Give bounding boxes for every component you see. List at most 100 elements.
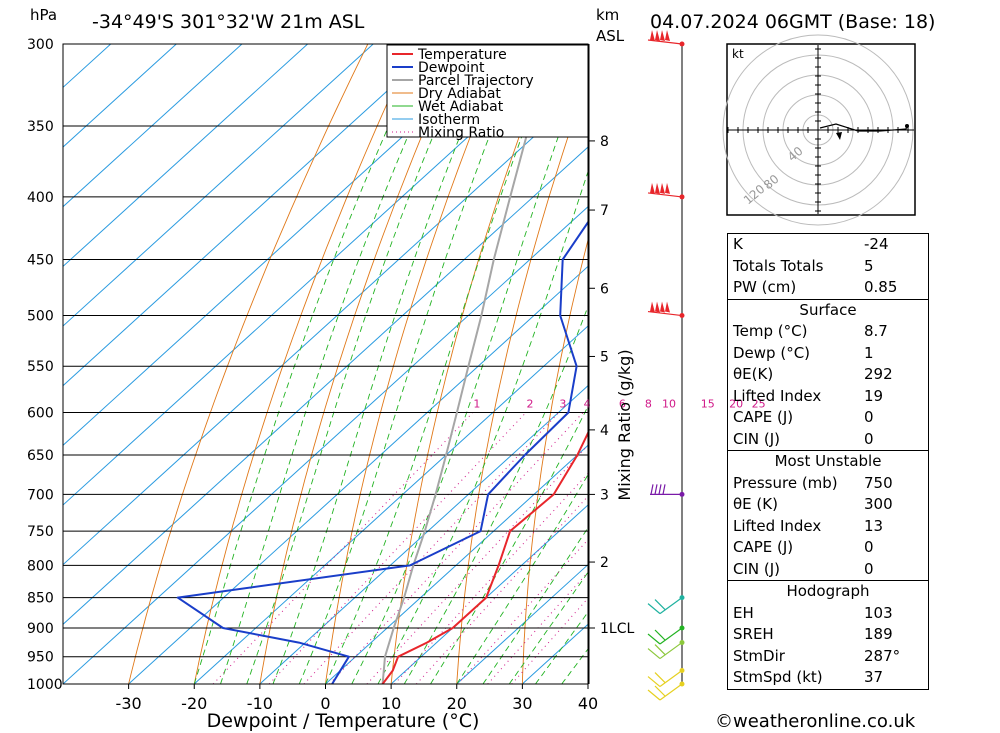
x-tick-label: -10: [247, 694, 273, 713]
pressure-tick-label: 700: [27, 487, 54, 503]
location-title: -34°49'S 301°32'W 21m ASL: [92, 11, 365, 33]
x-axis-label: Dewpoint / Temperature (°C): [207, 710, 480, 732]
stat-row-lifted-index: Lifted Index 19: [728, 386, 928, 408]
stat-label: Lifted Index: [733, 516, 822, 535]
dry-adiabat-line: [128, 44, 369, 684]
mixing-ratio-line: [457, 538, 588, 684]
stat-label: Totals Totals: [733, 256, 824, 275]
wind-barb-flag: [647, 648, 661, 660]
stat-value: 13: [864, 516, 884, 535]
isotherm-line: [390, 504, 588, 684]
wet-adiabat-line: [535, 611, 588, 684]
plot-frame: [62, 43, 589, 685]
mixing-ratio-labels: 1 2 3 4 6 8 10 15 20 25: [473, 397, 765, 410]
dry-adiabats: [128, 44, 588, 684]
mixing-ratio-line: [303, 412, 560, 684]
asl-unit-label: ASL: [596, 27, 625, 45]
profile-series: [176, 44, 588, 684]
stat-label: CAPE (J): [733, 408, 794, 426]
dry-adiabat-line: [521, 238, 588, 684]
km-label: 4: [600, 423, 609, 439]
stat-label: Dewp (°C): [733, 343, 811, 362]
wind-barb-pennant: [660, 182, 665, 194]
parcel-trajectory-line: [381, 44, 558, 684]
legend-dewpoint: Dewpoint: [418, 60, 485, 76]
hodograph-unit: kt: [732, 47, 744, 61]
wind-barb-flag: [654, 629, 666, 641]
stat-label: StmSpd (kt): [733, 668, 823, 686]
km-label: 8: [600, 134, 609, 150]
stat-row-stmdir: StmDir 287°: [728, 646, 928, 668]
km-label: 7: [600, 203, 609, 219]
pressure-tick-label: 550: [27, 359, 54, 375]
x-tick-label: 20: [447, 694, 467, 713]
storm-motion-arrow: [836, 132, 842, 140]
stat-value: 189: [864, 625, 893, 643]
dewpoint-line: [176, 220, 588, 684]
stat-row-mu-cape: CAPE (J) 0: [728, 537, 928, 559]
legend-temperature: Temperature: [417, 47, 507, 63]
wet-adiabat-line: [193, 44, 427, 684]
wind-barb-pennant: [665, 182, 670, 194]
dry-adiabat-line: [325, 44, 508, 684]
stat-label: StmDir: [733, 646, 785, 665]
pressure-tick-label: 800: [27, 558, 54, 574]
wet-adiabat-line: [351, 53, 588, 684]
sounding-indices-table: K -24 Totals Totals 5 PW (cm) 0.85 Surface …: [727, 233, 929, 690]
wind-barb-pennant: [650, 301, 655, 313]
stat-row-mu-lifted-index: Lifted Index 13: [728, 516, 928, 538]
mixing-ratio-label: 2: [527, 397, 534, 410]
stat-row-pw: PW (cm) 0.85: [728, 277, 928, 299]
x-tick-label: 0: [320, 694, 330, 713]
pressure-tick-label: 600: [27, 405, 54, 421]
mixing-ratio-label: 25: [752, 397, 766, 410]
stat-value: 8.7: [864, 322, 888, 340]
wind-barb-flag: [647, 676, 661, 688]
dry-adiabat-line: [390, 44, 555, 684]
mixing-ratio-lines: [212, 412, 588, 684]
stat-row-eh: EH 103: [728, 603, 928, 625]
dry-adiabat-line: [456, 76, 588, 684]
section-hodograph-title: Hodograph: [728, 580, 928, 603]
stat-value: 300: [864, 495, 893, 513]
mixing-ratio-line: [394, 472, 588, 684]
stat-value: -24: [864, 235, 889, 253]
x-tick-label: 30: [512, 694, 532, 713]
stat-value: 37: [864, 668, 884, 686]
stat-label: SREH: [733, 625, 774, 643]
isotherm-line: [63, 44, 374, 327]
isotherm-line: [455, 563, 588, 684]
wind-barb-pennant: [655, 182, 660, 194]
isotherm-line: [63, 146, 588, 625]
stat-row-k: K -24: [728, 234, 928, 256]
hodograph-end-point: [905, 124, 909, 128]
isotherm-line: [259, 384, 588, 684]
isotherm-line: [63, 44, 440, 387]
mixing-ratio-label: 15: [701, 397, 715, 410]
temperature-line: [381, 430, 588, 684]
stat-value: 292: [864, 365, 893, 383]
pressure-tick-label: 850: [27, 591, 54, 607]
stat-row-totals: Totals Totals 5: [728, 256, 928, 278]
km-label: 3: [600, 487, 609, 503]
wind-barb-flag: [654, 599, 666, 611]
wet-adiabat-line: [403, 305, 588, 684]
stat-value: 0: [864, 538, 874, 556]
pressure-tick-label: 900: [27, 621, 54, 637]
wind-barb-pennant: [665, 30, 670, 41]
wind-barb-flag: [654, 685, 666, 697]
km-label: 5: [600, 349, 609, 365]
wind-barb-shaft: [659, 683, 683, 701]
wind-barb-pennant: [650, 182, 655, 194]
pressure-tick-label: 1000: [27, 677, 63, 693]
x-tick-label: 10: [381, 694, 401, 713]
wind-barbs: [647, 30, 685, 701]
mixing-ratio-line: [268, 412, 527, 684]
stat-label: CAPE (J): [733, 538, 794, 556]
wind-barb-shaft: [659, 627, 683, 645]
height-km-axis: 8 7 6 5 4 3 2 1LCL: [588, 44, 634, 684]
stat-row-temp: Temp (°C) 8.7: [728, 321, 928, 343]
isotherm-line: [127, 265, 588, 684]
stat-row-pressure: Pressure (mb) 750: [728, 473, 928, 495]
